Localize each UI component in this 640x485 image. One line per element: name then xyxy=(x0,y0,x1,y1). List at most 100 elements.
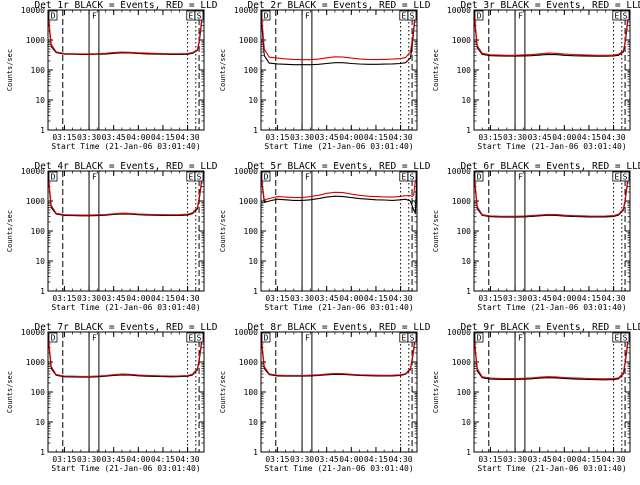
series-line-lld xyxy=(47,170,205,216)
x-tick-label: 04:30 xyxy=(602,294,626,303)
y-tick-label: 1 xyxy=(466,287,471,296)
y-axis-label: Counts/sec xyxy=(219,371,227,413)
marker-right2: S xyxy=(623,173,628,182)
x-tick-label: 03:30 xyxy=(290,133,314,142)
y-tick-label: 1 xyxy=(253,126,258,135)
marker-left-box xyxy=(48,10,58,21)
y-tick-label: 1 xyxy=(40,126,45,135)
marker-left: D xyxy=(477,173,482,182)
marker-right1: E xyxy=(401,12,406,21)
marker-left-box xyxy=(261,10,271,21)
y-axis-label: Counts/sec xyxy=(6,49,14,91)
marker-left: D xyxy=(51,173,56,182)
y-tick-label: 100 xyxy=(457,227,472,236)
marker-right2-box xyxy=(407,10,417,21)
x-tick-label: 04:30 xyxy=(389,133,413,142)
y-tick-label: 10 xyxy=(461,257,471,266)
x-tick-label: 03:45 xyxy=(528,455,552,464)
series-line-lld xyxy=(473,170,631,217)
y-tick-label: 100 xyxy=(31,227,46,236)
x-tick-label: 03:30 xyxy=(503,455,527,464)
marker-right2-box xyxy=(620,171,630,182)
y-tick-label: 100 xyxy=(244,388,259,397)
plot-frame xyxy=(260,170,418,292)
plot-frame xyxy=(473,170,631,292)
y-axis-label: Counts/sec xyxy=(432,49,440,91)
y-axis-label: Counts/sec xyxy=(6,371,14,413)
x-tick-label: 03:15 xyxy=(478,455,502,464)
panel-title: Det 4r BLACK = Events, RED = LLD xyxy=(34,161,217,172)
y-tick-label: 10 xyxy=(461,96,471,105)
y-tick-label: 10000 xyxy=(21,328,45,337)
series-line-events xyxy=(260,170,418,215)
panel-title: Det 6r BLACK = Events, RED = LLD xyxy=(460,161,640,172)
y-tick-label: 1000 xyxy=(26,36,45,45)
marker-left-box xyxy=(48,171,58,182)
x-tick-label: 03:30 xyxy=(503,294,527,303)
marker-left: D xyxy=(51,334,56,343)
x-tick-label: 03:30 xyxy=(77,133,101,142)
y-tick-label: 10 xyxy=(461,418,471,427)
x-tick-label: 03:15 xyxy=(265,133,289,142)
y-tick-label: 10 xyxy=(35,96,45,105)
marker-right2: S xyxy=(410,12,415,21)
x-tick-label: 03:15 xyxy=(52,455,76,464)
y-tick-label: 1000 xyxy=(452,358,471,367)
series-line-lld xyxy=(260,170,418,201)
marker-mid: F xyxy=(518,173,523,182)
panel-title: Det 5r BLACK = Events, RED = LLD xyxy=(247,161,430,172)
marker-mid: F xyxy=(305,12,310,21)
plot-frame xyxy=(473,9,631,131)
x-axis-label: Start Time (21-Jan-06 03:01:40) xyxy=(51,464,200,473)
y-tick-label: 1000 xyxy=(452,197,471,206)
x-tick-label: 03:30 xyxy=(77,455,101,464)
x-axis-label: Start Time (21-Jan-06 03:01:40) xyxy=(51,303,200,312)
x-tick-label: 03:30 xyxy=(503,133,527,142)
marker-left: D xyxy=(264,173,269,182)
series-line-events xyxy=(47,9,205,55)
marker-left: D xyxy=(477,334,482,343)
marker-right2: S xyxy=(410,334,415,343)
y-tick-label: 10000 xyxy=(21,167,45,176)
x-tick-label: 03:45 xyxy=(315,294,339,303)
panel-title: Det 2r BLACK = Events, RED = LLD xyxy=(247,0,430,11)
y-tick-label: 1000 xyxy=(239,36,258,45)
series-line-lld xyxy=(260,331,418,377)
panel-7: Det 7r BLACK = Events, RED = LLD 1 10 100 10… xyxy=(6,322,218,473)
x-axis-label: Start Time (21-Jan-06 03:01:40) xyxy=(264,142,413,151)
y-tick-label: 10 xyxy=(248,257,258,266)
y-axis-label: Counts/sec xyxy=(6,210,14,252)
marker-mid: F xyxy=(92,173,97,182)
marker-left-box xyxy=(474,10,484,21)
x-tick-label: 04:00 xyxy=(126,294,150,303)
panel-title: Det 8r BLACK = Events, RED = LLD xyxy=(247,322,430,333)
x-tick-label: 03:45 xyxy=(528,294,552,303)
y-tick-label: 10 xyxy=(35,418,45,427)
panel-6: Det 6r BLACK = Events, RED = LLD 1 10 100 10… xyxy=(432,161,640,312)
series-line-events xyxy=(473,170,631,218)
y-axis-label: Counts/sec xyxy=(219,49,227,91)
x-tick-label: 04:30 xyxy=(602,133,626,142)
plot-frame xyxy=(260,9,418,131)
x-tick-label: 04:00 xyxy=(126,133,150,142)
panel-8: Det 8r BLACK = Events, RED = LLD 1 10 100 10… xyxy=(219,322,431,473)
y-axis-label: Counts/sec xyxy=(219,210,227,252)
y-tick-label: 10000 xyxy=(447,328,471,337)
x-tick-label: 04:00 xyxy=(552,455,576,464)
y-tick-label: 10000 xyxy=(234,328,258,337)
x-tick-label: 03:15 xyxy=(265,294,289,303)
y-axis-label: Counts/sec xyxy=(432,371,440,413)
marker-right2-box xyxy=(194,171,204,182)
x-tick-label: 03:45 xyxy=(315,455,339,464)
y-tick-label: 1000 xyxy=(239,197,258,206)
plot-frame xyxy=(47,9,205,131)
x-tick-label: 04:15 xyxy=(151,455,175,464)
marker-left-box xyxy=(261,332,271,343)
marker-right2: S xyxy=(197,334,202,343)
marker-right1: E xyxy=(401,334,406,343)
x-tick-label: 03:45 xyxy=(528,133,552,142)
marker-mid: F xyxy=(518,12,523,21)
plot-frame xyxy=(47,170,205,292)
y-tick-label: 1 xyxy=(253,287,258,296)
